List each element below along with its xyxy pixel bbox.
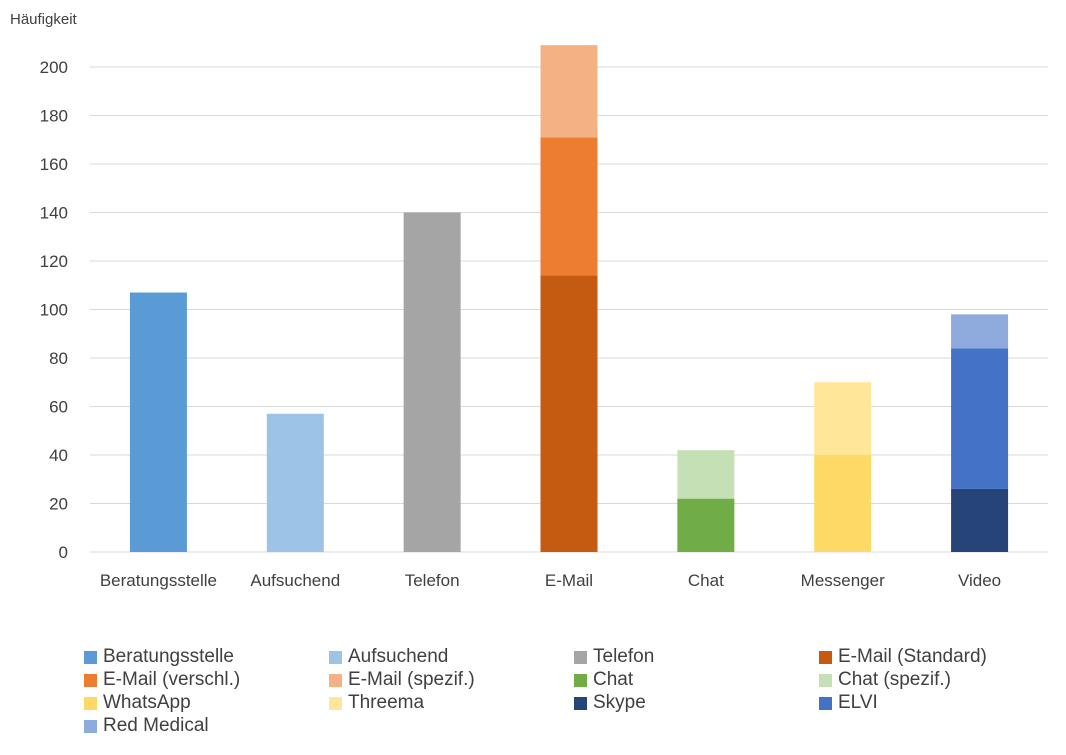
legend-swatch <box>84 719 97 733</box>
legend-label: E-Mail (Standard) <box>838 646 987 667</box>
legend-swatch <box>329 650 342 664</box>
legend-label: Telefon <box>593 646 655 667</box>
legend-label: Red Medical <box>103 715 209 736</box>
y-tick-label: 140 <box>40 204 68 223</box>
bar-segment <box>129 292 187 552</box>
legend-item: Skype <box>574 692 646 714</box>
legend-item: Beratungsstelle <box>84 646 234 668</box>
legend-item: WhatsApp <box>84 692 191 714</box>
y-tick-label: 0 <box>59 543 68 562</box>
y-tick-label: 120 <box>40 252 68 271</box>
x-tick-label: Chat <box>688 571 724 590</box>
bar-segment <box>951 348 1009 489</box>
legend-swatch <box>819 696 832 710</box>
legend-label: Chat <box>593 669 634 690</box>
x-tick-label: Beratungsstelle <box>100 571 217 590</box>
legend-item: ELVI <box>819 692 878 714</box>
legend-swatch <box>574 696 587 710</box>
y-tick-label: 60 <box>49 398 68 417</box>
legend-label: Aufsuchend <box>348 646 449 667</box>
bar-segment <box>814 382 872 455</box>
legend-swatch <box>84 650 97 664</box>
y-tick-label: 80 <box>49 349 68 368</box>
legend-item: Telefon <box>574 646 654 668</box>
legend-swatch <box>84 696 97 710</box>
y-axis-label: Häufigkeit <box>10 11 78 28</box>
bar-segment <box>677 450 735 499</box>
bar-segment <box>677 498 735 552</box>
bar-segment <box>814 455 872 552</box>
bar-segment <box>540 275 598 552</box>
bar-segment <box>951 314 1009 349</box>
bars <box>129 45 1009 552</box>
bar-segment <box>951 488 1009 552</box>
legend-label: Skype <box>593 692 646 713</box>
legend-item: E-Mail (spezif.) <box>329 669 475 691</box>
legend-item: Aufsuchend <box>329 646 448 668</box>
y-tick-label: 40 <box>49 446 68 465</box>
legend-swatch <box>329 696 342 710</box>
legend-label: Beratungsstelle <box>103 646 234 667</box>
legend-item: Threema <box>329 692 424 714</box>
legend-swatch <box>819 650 832 664</box>
bar-segment <box>540 137 598 276</box>
x-tick-label: Video <box>958 571 1001 590</box>
bar-segment <box>403 212 461 552</box>
y-tick-label: 100 <box>40 301 68 320</box>
y-tick-label: 180 <box>40 107 68 126</box>
legend-label: Chat (spezif.) <box>838 669 951 690</box>
x-tick-label: E-Mail <box>545 571 593 590</box>
legend-item: Chat (spezif.) <box>819 669 951 691</box>
stacked-bar-chart: Häufigkeit 0 20 40 60 80 100 120 140 160 180 200 B… <box>10 11 1048 590</box>
legend-swatch <box>329 673 342 687</box>
legend-item: E-Mail (Standard) <box>819 646 987 668</box>
y-axis-ticks: 0 20 40 60 80 100 120 140 160 180 200 <box>40 58 68 562</box>
legend-label: E-Mail (spezif.) <box>348 669 475 690</box>
y-tick-label: 160 <box>40 155 68 174</box>
legend-label: E-Mail (verschl.) <box>103 669 241 690</box>
x-tick-label: Aufsuchend <box>250 571 340 590</box>
bar-segment <box>540 45 598 138</box>
x-axis-ticks: Beratungsstelle Aufsuchend Telefon E-Mail Ch… <box>100 571 1001 590</box>
legend-item: Chat <box>574 669 633 691</box>
x-tick-label: Messenger <box>801 571 885 590</box>
legend-swatch <box>574 650 587 664</box>
legend-swatch <box>574 673 587 687</box>
legend-label: Threema <box>348 692 425 713</box>
x-tick-label: Telefon <box>405 571 460 590</box>
legend-item: E-Mail (verschl.) <box>84 669 240 691</box>
legend-label: ELVI <box>838 692 878 713</box>
legend-label: WhatsApp <box>103 692 191 713</box>
legend-item: Red Medical <box>84 715 209 737</box>
legend-swatch <box>819 673 832 687</box>
y-tick-label: 200 <box>40 58 68 77</box>
bar-segment <box>266 413 324 552</box>
legend-swatch <box>84 673 97 687</box>
y-tick-label: 20 <box>49 495 68 514</box>
